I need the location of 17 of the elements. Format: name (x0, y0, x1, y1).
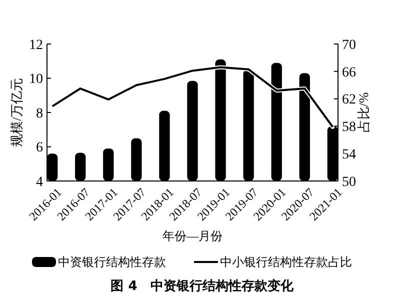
y2-tick-label: 54 (342, 148, 356, 162)
y2-tick-label: 62 (342, 92, 356, 108)
y-tick-label: 6 (36, 140, 43, 156)
y2-tick-label: 70 (342, 38, 356, 53)
y2-tick-label: 66 (342, 65, 356, 80)
y2-tick-label: 58 (342, 120, 356, 136)
y-axis-title: 规模/万亿元 (9, 78, 24, 147)
legend-label: 中小银行结构性存款占比 (220, 255, 352, 270)
y-tick-label: 10 (29, 72, 43, 88)
y2-tick-label: 50 (342, 174, 356, 190)
legend-label: 中资银行结构性存款 (58, 255, 166, 270)
x-axis-title: 年份—月份 (162, 229, 222, 243)
text: 图 4 中资银行结构性存款变化 (110, 278, 294, 294)
y-tick-label: 4 (36, 174, 43, 190)
y2-axis-title: 占比/% (356, 92, 371, 133)
y-tick-label: 12 (29, 38, 43, 53)
y-tick-label: 8 (36, 106, 43, 122)
